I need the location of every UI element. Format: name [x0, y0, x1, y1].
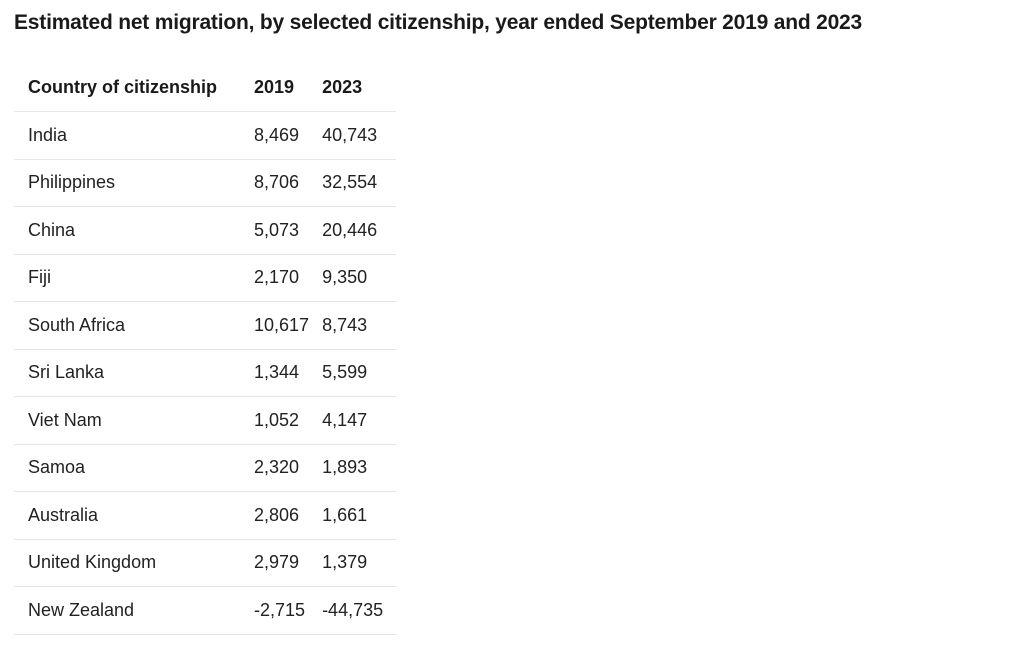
cell-2023: -44,735 — [309, 586, 397, 635]
table-row: New Zealand -2,715 -44,735 — [14, 586, 397, 635]
cell-2023: 9,350 — [309, 254, 397, 302]
cell-2023: 1,379 — [309, 539, 397, 587]
cell-country: United Kingdom — [14, 539, 240, 587]
cell-country: Sri Lanka — [14, 349, 240, 397]
cell-country: Fiji — [14, 254, 240, 302]
cell-country: South Africa — [14, 301, 240, 350]
table-row: India 8,469 40,743 — [14, 111, 397, 160]
cell-country: China — [14, 206, 240, 255]
cell-country: Australia — [14, 491, 240, 540]
cell-2019: 2,320 — [240, 444, 310, 492]
table-row: United Kingdom 2,979 1,379 — [14, 539, 397, 587]
migration-table: Country of citizenship 2019 2023 India 8… — [14, 63, 397, 635]
cell-country: Samoa — [14, 444, 240, 492]
cell-2023: 5,599 — [309, 349, 397, 397]
cell-2023: 4,147 — [309, 396, 397, 445]
table-row: Viet Nam 1,052 4,147 — [14, 396, 397, 445]
table-row: China 5,073 20,446 — [14, 206, 397, 255]
table-header-row: Country of citizenship 2019 2023 — [14, 63, 397, 112]
cell-2023: 20,446 — [309, 206, 397, 255]
header-2019: 2019 — [240, 63, 310, 112]
cell-2019: 10,617 — [240, 301, 310, 350]
cell-2023: 1,893 — [309, 444, 397, 492]
cell-2023: 8,743 — [309, 301, 397, 350]
cell-2019: -2,715 — [240, 586, 310, 635]
header-country: Country of citizenship — [14, 63, 240, 112]
cell-country: India — [14, 111, 240, 160]
cell-2023: 1,661 — [309, 491, 397, 540]
table-row: Australia 2,806 1,661 — [14, 491, 397, 540]
table-row: Fiji 2,170 9,350 — [14, 254, 397, 302]
cell-2023: 32,554 — [309, 159, 397, 207]
table-row: Philippines 8,706 32,554 — [14, 159, 397, 207]
table-row: South Africa 10,617 8,743 — [14, 301, 397, 350]
cell-country: New Zealand — [14, 586, 240, 635]
cell-2019: 8,469 — [240, 111, 310, 160]
cell-2019: 1,052 — [240, 396, 310, 445]
cell-country: Philippines — [14, 159, 240, 207]
cell-2023: 40,743 — [309, 111, 397, 160]
cell-2019: 2,806 — [240, 491, 310, 540]
cell-2019: 2,170 — [240, 254, 310, 302]
cell-country: Viet Nam — [14, 396, 240, 445]
header-2023: 2023 — [309, 63, 397, 112]
page-title: Estimated net migration, by selected cit… — [14, 11, 863, 34]
cell-2019: 5,073 — [240, 206, 310, 255]
table-row: Samoa 2,320 1,893 — [14, 444, 397, 492]
cell-2019: 8,706 — [240, 159, 310, 207]
cell-2019: 1,344 — [240, 349, 310, 397]
cell-2019: 2,979 — [240, 539, 310, 587]
table-row: Sri Lanka 1,344 5,599 — [14, 349, 397, 397]
